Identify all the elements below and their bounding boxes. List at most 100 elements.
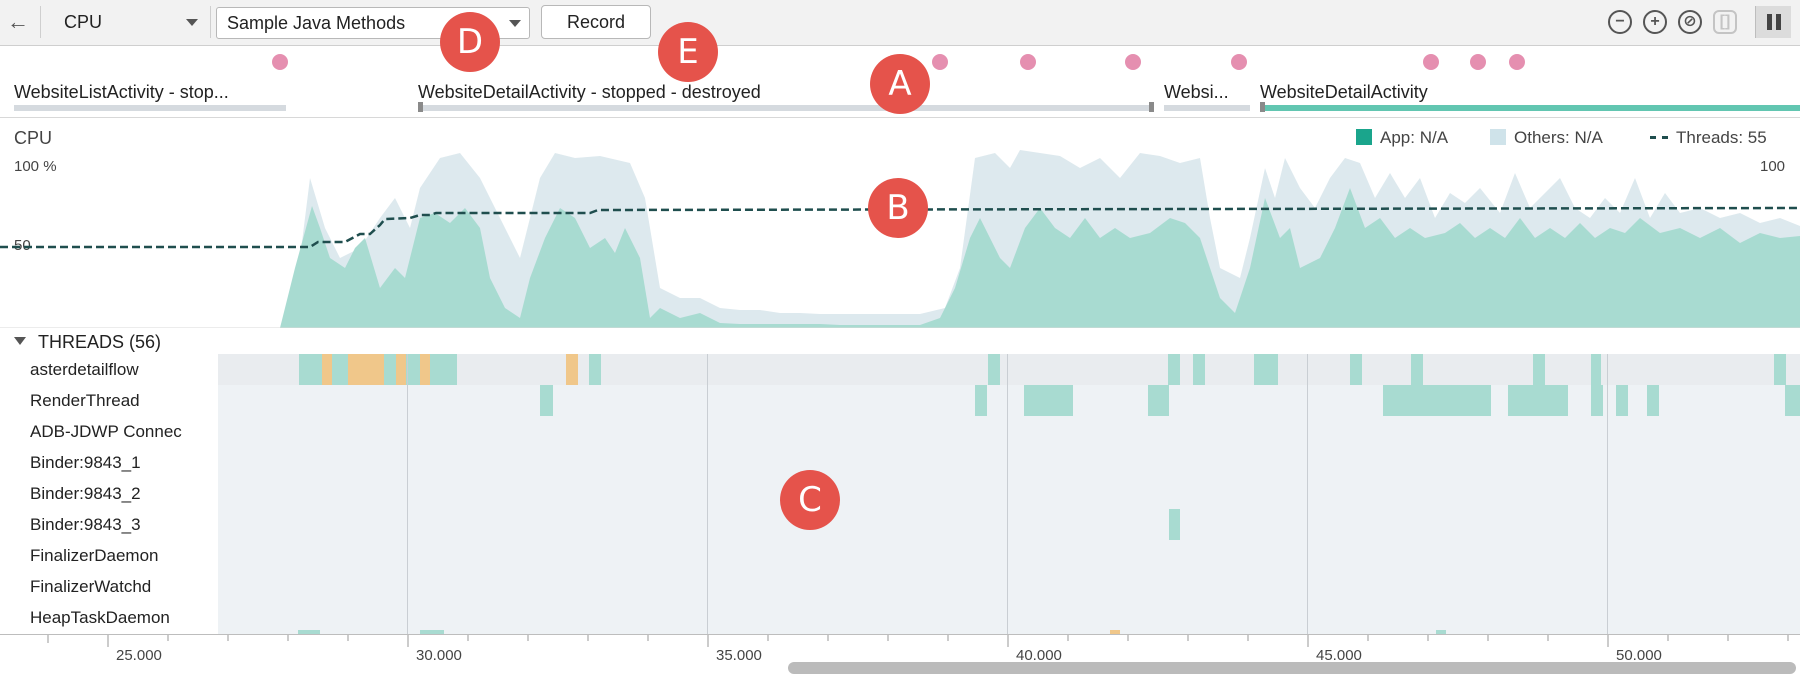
thread-name[interactable]: FinalizerDaemon [30,546,159,565]
chevron-down-icon [509,20,521,27]
profiler-select-value: CPU [64,12,103,32]
thread-states-graph [218,354,1800,634]
activity-bar-cap [1260,102,1265,112]
touch-event-dot[interactable] [272,54,288,70]
time-tick-label: 30.000 [416,647,462,664]
touch-event-dot[interactable] [1020,54,1036,70]
activity-website-short[interactable]: Websi... [1164,82,1250,111]
callout-c: C [780,470,840,530]
grid-line [407,354,408,634]
time-tick-label: 45.000 [1316,647,1362,664]
legend-app: App: N/A [1356,128,1448,148]
legend-others-label: Others: N/A [1514,128,1603,147]
legend-app-label: App: N/A [1380,128,1449,147]
thread-activity-area[interactable] [218,354,1800,634]
collapse-triangle-icon[interactable] [14,337,26,345]
grid-line [1607,354,1608,634]
y-axis-right-top: 100 [1760,158,1786,175]
thread-state-running [1148,385,1169,416]
thread-state-running [589,354,601,385]
thread-state-running [1591,354,1601,385]
cpu-usage-chart[interactable]: CPU App: N/A Others: N/A Threads: 55 100… [0,118,1800,328]
touch-event-dot[interactable] [1509,54,1525,70]
callout-e: E [658,22,718,82]
thread-name[interactable]: Binder:9843_3 [30,515,141,534]
touch-event-dot[interactable] [932,54,948,70]
threads-header-label: THREADS (56) [38,332,162,352]
time-tick-label: 40.000 [1016,647,1062,664]
thread-state-running [1436,630,1446,634]
touch-event-dot[interactable] [1231,54,1247,70]
thread-name[interactable]: asterdetailflow [30,360,139,379]
thread-state-running [1168,354,1180,385]
callout-d: D [440,12,500,72]
thread-state-running [1774,354,1786,385]
thread-state-running [420,630,444,634]
zoom-in-icon[interactable]: + [1643,10,1667,34]
grid-line [707,354,708,634]
activity-website-detail-2[interactable]: WebsiteDetailActivity [1260,82,1800,112]
profiler-select[interactable]: CPU [46,7,206,39]
activity-label: WebsiteDetailActivity [1260,82,1428,102]
thread-state-waiting [348,354,384,385]
app-cpu-area [0,188,1800,328]
activity-website-list[interactable]: WebsiteListActivity - stop... [14,82,286,111]
time-axis-ticks [47,635,1789,647]
thread-state-running [1024,385,1073,416]
activity-bar [14,105,286,111]
grid-line [1007,354,1008,634]
y-axis-left-mid: 50 [14,237,31,254]
back-arrow-icon[interactable]: ← [7,9,29,34]
cpu-usage-graph [0,150,1800,328]
legend-app-swatch [1356,129,1372,145]
thread-state-running [1411,354,1423,385]
activity-bar-active [1260,105,1800,111]
thread-state-waiting [1110,630,1120,634]
time-axis: 25.000 30.000 35.000 40.000 45.000 50.00… [0,634,1800,678]
pause-button[interactable] [1755,6,1791,38]
thread-state-running [1193,354,1205,385]
zoom-to-selection-icon[interactable]: [] [1713,10,1737,34]
activity-label: Websi... [1164,82,1229,102]
touch-event-dot[interactable] [1125,54,1141,70]
event-timeline: WebsiteListActivity - stop... WebsiteDet… [0,46,1800,118]
time-tick-label: 25.000 [116,647,162,664]
threads-header[interactable]: THREADS (56) [14,332,161,353]
legend-threads-swatch [1650,136,1668,139]
activity-label: WebsiteListActivity - stop... [14,82,229,102]
thread-row-renderthread [540,385,1800,416]
activity-bar [418,105,1154,111]
activity-label: WebsiteDetailActivity - stopped - destro… [418,82,761,102]
thread-state-running [1616,385,1628,416]
record-button[interactable]: Record [541,5,651,39]
touch-event-dot[interactable] [1423,54,1439,70]
reset-zoom-icon[interactable]: ⊘ [1678,10,1702,34]
activity-website-detail-1[interactable]: WebsiteDetailActivity - stopped - destro… [418,82,1154,112]
toolbar: ← CPU Sample Java Methods Record − + ⊘ [… [0,0,1800,46]
legend-others: Others: N/A [1490,128,1603,148]
legend-threads-label: Threads: 55 [1676,128,1767,147]
thread-state-waiting [420,354,430,385]
callout-b: B [868,178,928,238]
thread-state-running [1508,385,1568,416]
thread-state-running [1254,354,1278,385]
thread-name[interactable]: Binder:9843_1 [30,453,141,472]
activity-bar-cap [418,102,423,112]
legend-threads: Threads: 55 [1650,128,1767,148]
thread-row-asterdetailflow [299,354,1786,385]
thread-state-waiting [322,354,332,385]
horizontal-scrollbar[interactable] [788,662,1796,674]
activity-bar [1164,105,1250,111]
touch-event-dot[interactable] [1470,54,1486,70]
thread-name[interactable]: Binder:9843_2 [30,484,141,503]
thread-name[interactable]: ADB-JDWP Connec [30,422,182,441]
thread-name[interactable]: FinalizerWatchd [30,577,152,596]
zoom-out-icon[interactable]: − [1608,10,1632,34]
thread-state-running [988,354,1000,385]
thread-name[interactable]: HeapTaskDaemon [30,608,170,627]
thread-state-running [540,385,553,416]
legend-others-swatch [1490,129,1506,145]
chevron-down-icon [186,19,198,26]
thread-name[interactable]: RenderThread [30,391,140,410]
toolbar-divider [40,6,41,38]
